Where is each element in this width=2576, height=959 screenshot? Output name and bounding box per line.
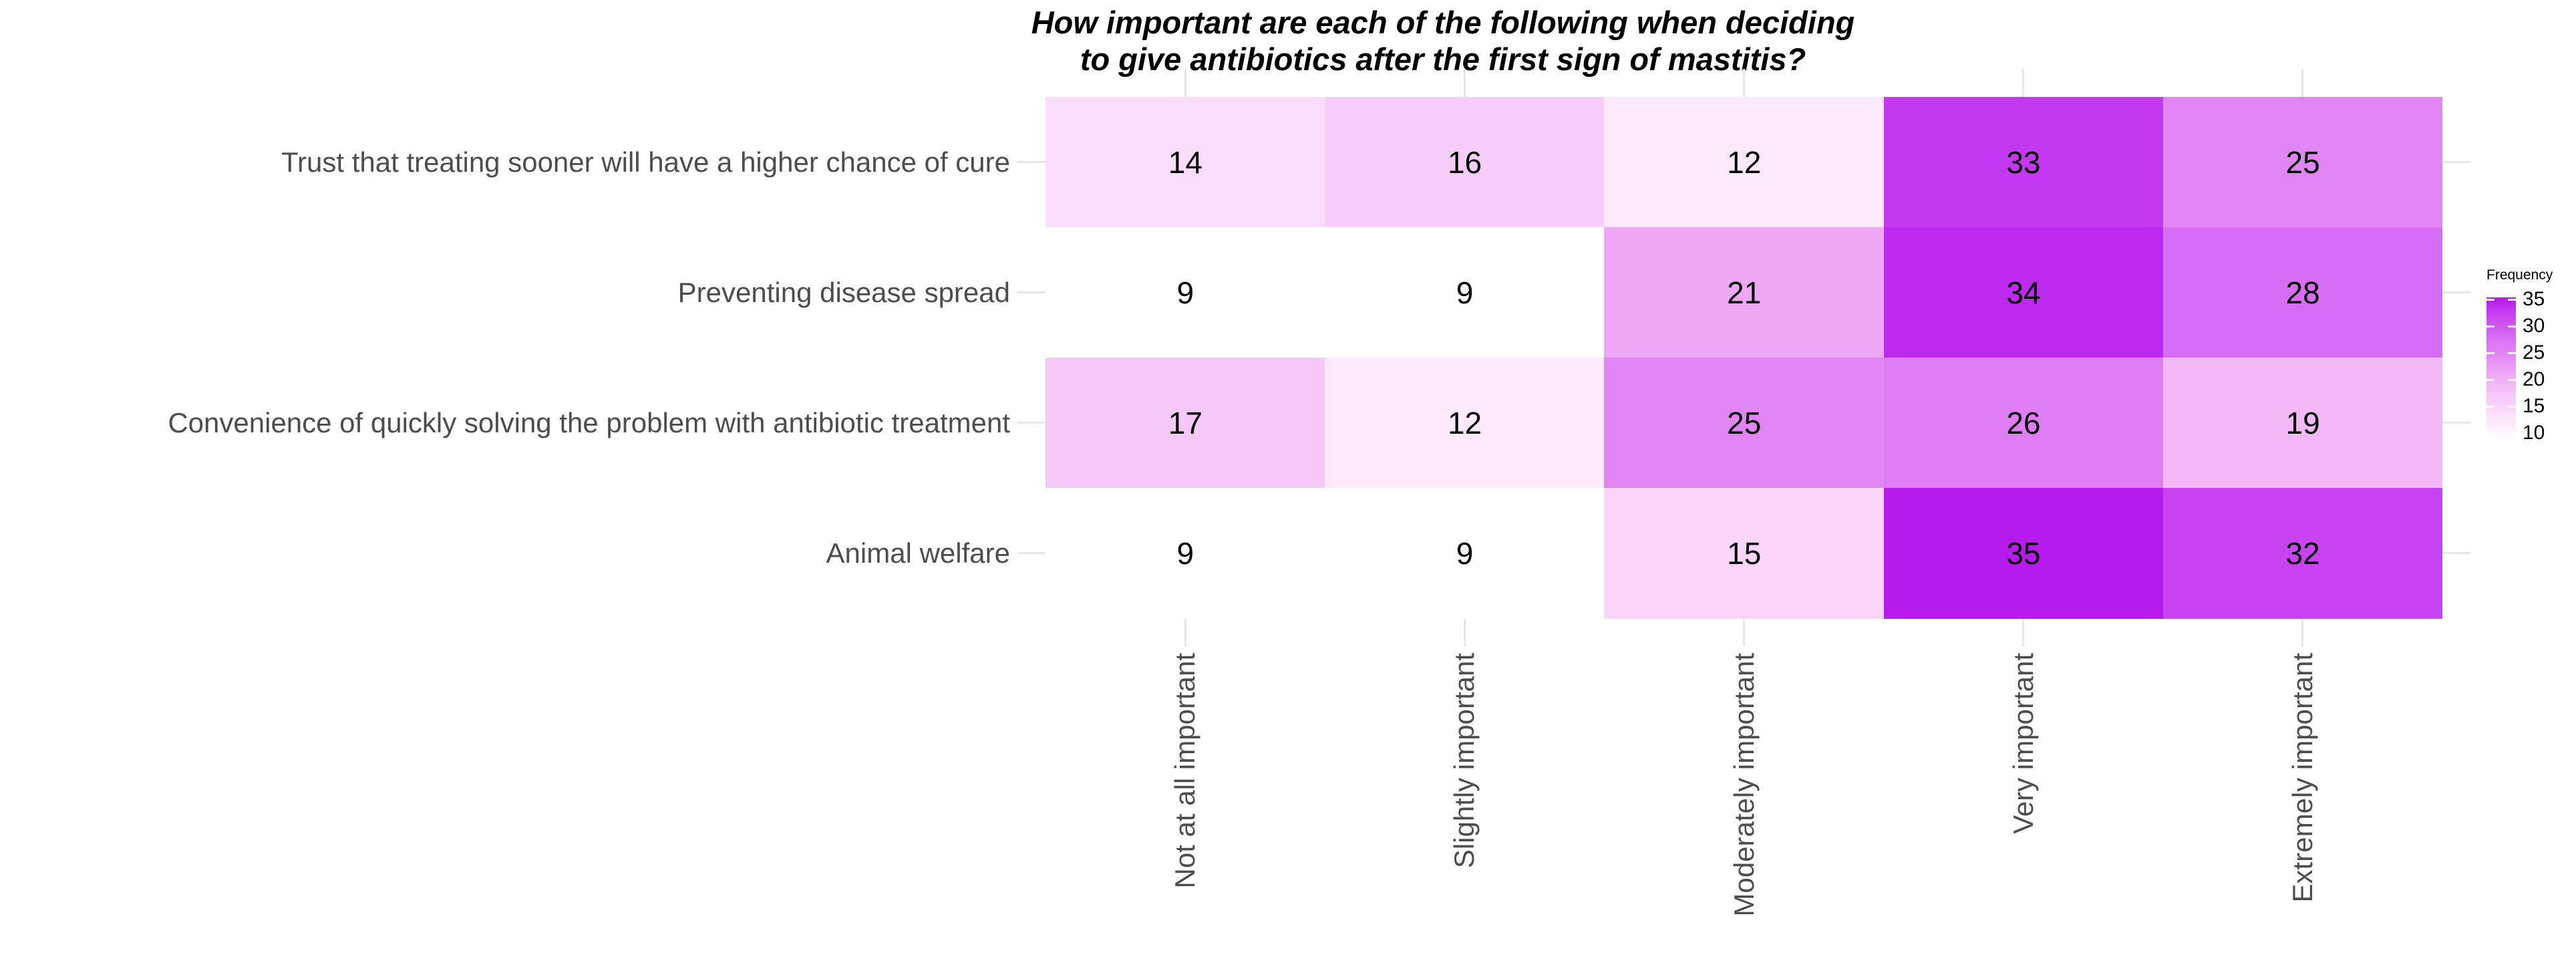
heatmap-cell: 9 (1045, 488, 1325, 619)
heatmap-cell-value: 21 (1727, 275, 1762, 310)
legend-tick-mark (2486, 378, 2494, 381)
heatmap-cell-value: 35 (2006, 535, 2041, 571)
heatmap-cell-value: 16 (1447, 144, 1482, 180)
heatmap-cell: 12 (1604, 97, 1885, 228)
heatmap-cell: 9 (1325, 488, 1605, 619)
x-axis-label: Very important (2007, 653, 2039, 834)
y-axis-label: Preventing disease spread (677, 276, 1010, 308)
heatmap-cell-value: 28 (2285, 275, 2320, 310)
legend-tick-label: 35 (2523, 288, 2545, 311)
heatmap-cell: 9 (1325, 227, 1605, 358)
heatmap-cell-value: 12 (1447, 405, 1482, 440)
heatmap-cell: 35 (1883, 488, 2164, 619)
legend-gradient-bar (2486, 297, 2516, 439)
legend-title: Frequency (2486, 267, 2553, 283)
legend-tick-label: 10 (2523, 422, 2545, 444)
heatmap-cell-value: 9 (1176, 535, 1194, 571)
heatmap-cell-value: 9 (1456, 535, 1474, 571)
heatmap-cell-value: 14 (1168, 144, 1202, 180)
heatmap-cell: 19 (2162, 358, 2443, 489)
legend-tick-label: 15 (2523, 395, 2545, 418)
heatmap-cell: 34 (1883, 227, 2164, 358)
heatmap-cell-value: 25 (2285, 144, 2320, 180)
legend-tick-mark (2486, 325, 2494, 327)
y-axis-label: Trust that treating sooner will have a h… (281, 146, 1010, 178)
heatmap-cell-value: 26 (2006, 405, 2041, 440)
heatmap-cell: 14 (1045, 97, 1325, 228)
legend-tick-mark (2486, 298, 2494, 301)
x-axis-label: Slightly important (1448, 653, 1480, 869)
heatmap-cell: 15 (1604, 488, 1885, 619)
heatmap-cell-value: 19 (2285, 405, 2320, 440)
y-axis-label: Animal welfare (826, 537, 1010, 569)
legend-tick-mark (2486, 405, 2494, 408)
legend-tick-mark (2508, 432, 2516, 434)
legend-tick-label: 30 (2523, 315, 2545, 337)
heatmap-cell: 16 (1325, 97, 1605, 228)
chart-title-line2: to give antibiotics after the first sign… (1080, 41, 1806, 77)
x-axis-label: Extremely important (2286, 653, 2318, 903)
heatmap-cell-value: 17 (1168, 405, 1202, 440)
legend-tick-mark (2508, 352, 2516, 354)
heatmap-cell: 25 (1604, 358, 1885, 489)
legend-tick-label: 25 (2523, 341, 2545, 364)
heatmap-cell: 33 (1883, 97, 2164, 228)
x-axis-label: Moderately important (1728, 653, 1760, 917)
heatmap-cell: 32 (2162, 488, 2443, 619)
heatmap-cell: 12 (1325, 358, 1605, 489)
heatmap-cell-value: 15 (1727, 535, 1762, 571)
heatmap-cell: 21 (1604, 227, 1885, 358)
heatmap-cell-value: 32 (2285, 535, 2320, 571)
heatmap-cell-value: 33 (2006, 144, 2041, 180)
heatmap-cell-value: 25 (1727, 405, 1762, 440)
heatmap-cell-value: 12 (1727, 144, 1762, 180)
chart-title-line1: How important are each of the following … (1031, 5, 1855, 40)
legend-tick-mark (2486, 432, 2494, 434)
legend-tick-label: 20 (2523, 368, 2545, 391)
legend-tick-mark (2508, 405, 2516, 408)
x-axis-label: Not at all important (1169, 653, 1201, 889)
heatmap-cell: 9 (1045, 227, 1325, 358)
heatmap-cell-value: 34 (2006, 275, 2041, 310)
chart-title: How important are each of the following … (975, 4, 1911, 78)
legend-tick-mark (2508, 298, 2516, 301)
legend-tick-mark (2508, 325, 2516, 327)
heatmap-cell-value: 9 (1176, 275, 1194, 310)
y-axis-label: Convenience of quickly solving the probl… (168, 406, 1010, 438)
heatmap-cell: 28 (2162, 227, 2443, 358)
legend-tick-mark (2508, 378, 2516, 381)
heatmap-cell: 26 (1883, 358, 2164, 489)
legend-tick-mark (2486, 352, 2494, 354)
heatmap-cell: 25 (2162, 97, 2443, 228)
heatmap-cell-value: 9 (1456, 275, 1474, 310)
heatmap-cell: 17 (1045, 358, 1325, 489)
